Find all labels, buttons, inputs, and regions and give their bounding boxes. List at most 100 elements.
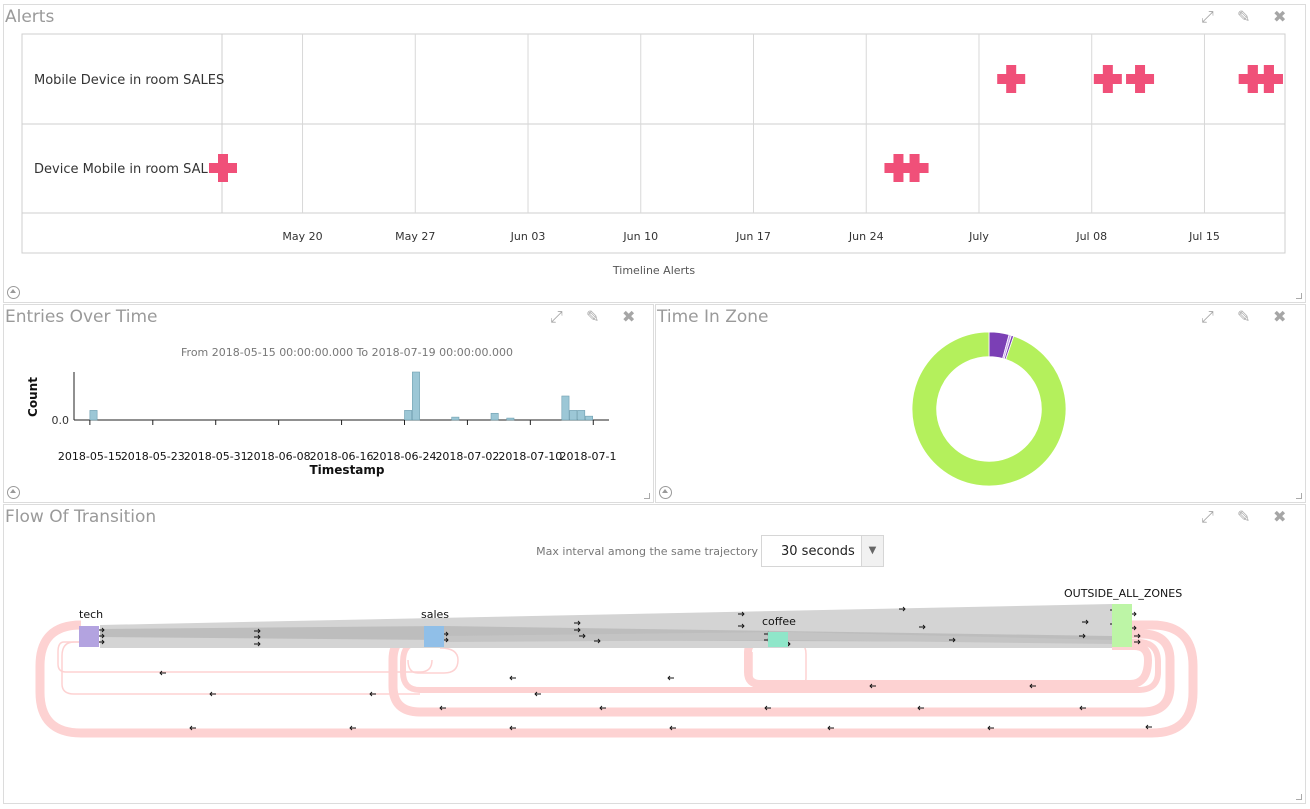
flow-arrow	[254, 634, 261, 640]
alerts-x-tick: Jun 24	[848, 230, 884, 243]
collapse-up-icon[interactable]	[659, 486, 672, 499]
flow-arrow	[574, 627, 581, 633]
pencil-icon[interactable]: ✎	[586, 307, 600, 326]
flow-title: Flow Of Transition	[5, 507, 157, 527]
close-icon[interactable]: ✖	[1273, 307, 1287, 326]
entries-x-tick: 2018-05-31	[184, 450, 248, 463]
flow-arrow	[159, 670, 166, 676]
flow-arrow	[579, 633, 586, 639]
flow-arrow	[738, 611, 745, 617]
close-icon[interactable]: ✖	[1273, 507, 1287, 526]
resize-corner-icon[interactable]	[644, 493, 650, 499]
loop-ribbon	[61, 641, 420, 695]
entries-x-tick: 2018-05-15	[58, 450, 122, 463]
histogram-bar[interactable]	[585, 415, 593, 421]
entries-title: Entries Over Time	[5, 307, 158, 327]
flow-arrow	[919, 624, 926, 630]
alerts-x-tick: Jul 08	[1075, 230, 1107, 243]
flow-arrow	[594, 638, 601, 644]
alerts-x-label: Timeline Alerts	[612, 264, 695, 277]
pencil-icon[interactable]: ✎	[1237, 7, 1251, 26]
collapse-up-icon[interactable]	[7, 486, 20, 499]
flow-arrow	[509, 675, 516, 681]
expand-icon[interactable]: ⤢	[1201, 507, 1214, 526]
entries-x-label: Timestamp	[309, 463, 384, 477]
alert-marker[interactable]	[1126, 65, 1155, 93]
loop-ribbon	[57, 641, 433, 673]
flow-arrow	[869, 683, 876, 689]
flow-sankey-diagram: tech sales coffee OUTSIDE_ALL_ZONES	[35, 587, 1198, 738]
histogram-bar[interactable]	[569, 410, 578, 421]
histogram-bar[interactable]	[561, 395, 570, 421]
histogram-bar[interactable]	[89, 410, 98, 421]
loop-ribbon	[388, 629, 1175, 717]
entries-x-tick: 2018-07-10	[498, 450, 562, 463]
donut-slice[interactable]	[911, 331, 1067, 487]
flow-arrow	[1145, 724, 1152, 730]
histogram-bar[interactable]	[404, 410, 413, 421]
flow-node-coffee[interactable]	[768, 632, 788, 647]
loop-ribbon	[400, 639, 1161, 693]
alert-marker[interactable]	[1238, 65, 1267, 93]
flow-node-outside-all-zones[interactable]	[1112, 604, 1132, 647]
flow-arrow	[254, 641, 261, 647]
alert-marker[interactable]	[209, 154, 237, 182]
flow-arrow	[1079, 705, 1086, 711]
alert-marker[interactable]	[1093, 65, 1122, 93]
entries-y-label: Count	[26, 377, 40, 417]
loop-ribbon	[35, 620, 1198, 738]
entries-histogram: From 2018-05-15 00:00:00.000 To 2018-07-…	[26, 346, 616, 477]
interval-select-value: 30 seconds	[781, 544, 855, 559]
histogram-bar[interactable]	[412, 371, 420, 421]
pencil-icon[interactable]: ✎	[1237, 307, 1251, 326]
alert-row-label: Mobile Device in room SALES	[34, 73, 224, 88]
histogram-bar[interactable]	[577, 410, 586, 421]
flow-arrow	[1029, 683, 1036, 689]
flow-node-tech[interactable]	[79, 626, 99, 647]
alerts-plot-frame	[21, 33, 1286, 254]
flow-arrow	[738, 623, 745, 629]
expand-icon[interactable]: ⤢	[1201, 7, 1214, 26]
flow-panel: Flow Of Transition ⤢ ✎ ✖	[3, 504, 1306, 804]
histogram-bar[interactable]	[506, 417, 515, 421]
alert-marker[interactable]	[1254, 65, 1283, 93]
alert-marker[interactable]	[997, 65, 1026, 93]
chevron-down-icon[interactable]: ▼	[861, 536, 883, 566]
flow-arrow	[574, 620, 581, 626]
flow-arrow	[827, 725, 834, 731]
flow-arrow	[667, 675, 674, 681]
flow-arrow	[534, 691, 541, 697]
entries-x-tick: 2018-07-02	[435, 450, 499, 463]
close-icon[interactable]: ✖	[622, 307, 636, 326]
entries-x-tick: 2018-05-23	[121, 450, 185, 463]
time-in-zone-title: Time In Zone	[657, 307, 769, 327]
expand-icon[interactable]: ⤢	[550, 307, 563, 326]
pencil-icon[interactable]: ✎	[1237, 507, 1251, 526]
flow-arrow	[764, 705, 771, 711]
alert-marker[interactable]	[900, 154, 929, 182]
expand-icon[interactable]: ⤢	[1201, 307, 1214, 326]
histogram-bar[interactable]	[490, 412, 499, 421]
flow-node-label: coffee	[762, 615, 796, 628]
histogram-bar[interactable]	[451, 416, 460, 421]
close-icon[interactable]: ✖	[1273, 7, 1287, 26]
flow-node-sales[interactable]	[424, 626, 444, 647]
flow-arrow	[509, 725, 516, 731]
flow-arrow	[1082, 619, 1089, 625]
entries-panel: Entries Over Time ⤢ ✎ ✖	[3, 304, 654, 503]
alerts-x-tick: Jun 17	[735, 230, 771, 243]
resize-corner-icon[interactable]	[1296, 794, 1302, 800]
entries-y-tick: 0.0	[52, 414, 70, 427]
alerts-x-tick: Jul 15	[1188, 230, 1220, 243]
flow-arrow	[917, 705, 924, 711]
entries-x-tick: 2018-06-08	[247, 450, 311, 463]
resize-corner-icon[interactable]	[1296, 293, 1302, 299]
interval-select[interactable]: 30 seconds ▼	[761, 535, 884, 567]
collapse-up-icon[interactable]	[7, 286, 20, 299]
alert-marker[interactable]	[884, 154, 913, 182]
entries-x-tick: 2018-07-1	[560, 450, 617, 463]
resize-corner-icon[interactable]	[1296, 493, 1302, 499]
flow-node-label: sales	[421, 608, 449, 621]
alert-row-label: Device Mobile in room SALES	[34, 162, 224, 177]
flow-arrow	[669, 725, 676, 731]
